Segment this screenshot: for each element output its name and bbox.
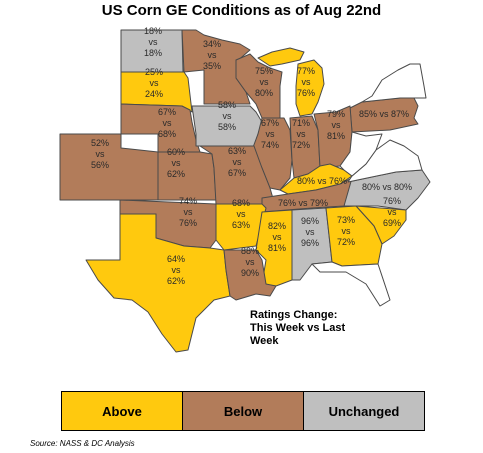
state-label-wi: 75% — [255, 66, 273, 76]
map-title: US Corn GE Conditions as of Aug 22nd — [101, 2, 382, 19]
state-label-ok: vs — [184, 207, 194, 217]
state-label-tx: 62% — [167, 276, 185, 286]
state-label-nc: 80% vs 80% — [362, 182, 412, 192]
state-label-il: 74% — [261, 140, 279, 150]
state-label-tx: 64% — [167, 254, 185, 264]
state-label-ne: 68% — [158, 129, 176, 139]
legend-unchanged: Unchanged — [304, 392, 424, 430]
state-label-co: vs — [96, 149, 106, 159]
state-label-mi: vs — [302, 77, 312, 87]
state-label-in: vs — [297, 129, 307, 139]
state-label-co: 56% — [91, 160, 109, 170]
state-label-in: 72% — [292, 140, 310, 150]
state-label-mi: 76% — [297, 88, 315, 98]
state-label-ga: 72% — [337, 237, 355, 247]
state-LA — [223, 249, 277, 301]
state-label-oh: vs — [332, 120, 342, 130]
state-label-il: vs — [266, 129, 276, 139]
state-label-sd: 24% — [145, 89, 163, 99]
state-TX — [85, 213, 231, 353]
state-label-oh: 79% — [327, 109, 345, 119]
state-label-ia: vs — [223, 111, 233, 121]
note-line: This Week vs Last — [250, 322, 346, 334]
state-label-ms: 81% — [268, 243, 286, 253]
legend-below: Below — [183, 392, 304, 430]
state-label-sd: vs — [150, 78, 160, 88]
state-label-nd: vs — [149, 37, 159, 47]
state-label-la: 88% — [241, 246, 259, 256]
state-label-mi: 77% — [297, 66, 315, 76]
state-label-ms: vs — [273, 232, 283, 242]
state-label-la: 90% — [241, 268, 259, 278]
state-label-mn: 35% — [203, 61, 221, 71]
state-MI — [295, 59, 325, 117]
state-label-mn: vs — [208, 50, 218, 60]
state-label-al: vs — [306, 227, 316, 237]
state-label-il: 67% — [261, 118, 279, 128]
state-label-ia: 58% — [218, 100, 236, 110]
state-WI — [235, 53, 283, 119]
state-label-pa: 85% vs 87% — [359, 109, 409, 119]
source-note: Source: NASS & DC Analysis — [30, 439, 135, 448]
state-WV — [339, 131, 383, 177]
state-label-ar: 68% — [232, 198, 250, 208]
state-label-al: 96% — [301, 238, 319, 248]
legend-above: Above — [62, 392, 183, 430]
state-label-mo: 63% — [228, 146, 246, 156]
state-label-sd: 25% — [145, 67, 163, 77]
state-label-oh: 81% — [327, 131, 345, 141]
state-MI-UP — [257, 47, 305, 67]
state-label-tx: vs — [172, 265, 182, 275]
state-label-ok: 74% — [179, 196, 197, 206]
state-label-sc: 76% — [383, 196, 401, 206]
state-label-wi: 80% — [255, 88, 273, 98]
state-label-ky: 80% vs 76% — [297, 176, 347, 186]
state-shapes — [59, 29, 431, 353]
state-label-mo: 67% — [228, 168, 246, 178]
state-label-tn: 76% vs 79% — [278, 198, 328, 208]
ratings-change-note: Ratings Change: This Week vs Last Week — [250, 309, 370, 348]
state-label-ga: vs — [342, 226, 352, 236]
legend: Above Below Unchanged — [61, 391, 425, 431]
state-label-ga: 73% — [337, 215, 355, 225]
state-label-ia: 58% — [218, 122, 236, 132]
state-label-in: 71% — [292, 118, 310, 128]
state-label-ne: 67% — [158, 107, 176, 117]
state-label-nd: 18% — [144, 48, 162, 58]
state-label-ar: vs — [237, 209, 247, 219]
state-label-wi: vs — [260, 77, 270, 87]
state-label-co: 52% — [91, 138, 109, 148]
state-label-sc: 69% — [383, 218, 401, 228]
state-label-ms: 82% — [268, 221, 286, 231]
state-label-sc: vs — [388, 207, 398, 217]
state-label-al: 96% — [301, 216, 319, 226]
state-label-mn: 34% — [203, 39, 221, 49]
state-label-nd: 18% — [144, 26, 162, 36]
note-line: Week — [250, 335, 279, 347]
state-label-ks: 60% — [167, 147, 185, 157]
state-FL — [311, 261, 391, 307]
state-label-ne: vs — [163, 118, 173, 128]
state-NY — [361, 63, 427, 103]
state-label-la: vs — [246, 257, 256, 267]
state-labels: 18%vs18%34%vs35%25%vs24%75%vs80%77%vs76%… — [91, 26, 412, 286]
state-label-ks: 62% — [167, 169, 185, 179]
state-label-ks: vs — [172, 158, 182, 168]
state-label-ok: 76% — [179, 218, 197, 228]
state-label-ar: 63% — [232, 220, 250, 230]
state-label-mo: vs — [233, 157, 243, 167]
note-line: Ratings Change: — [250, 309, 338, 321]
